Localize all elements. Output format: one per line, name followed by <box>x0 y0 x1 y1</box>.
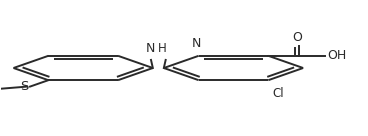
Text: S: S <box>20 80 29 93</box>
Text: OH: OH <box>327 49 346 62</box>
Text: O: O <box>292 30 302 44</box>
Text: Cl: Cl <box>272 87 284 100</box>
Text: H: H <box>158 41 167 55</box>
Text: N: N <box>145 41 155 55</box>
Text: N: N <box>192 37 202 50</box>
